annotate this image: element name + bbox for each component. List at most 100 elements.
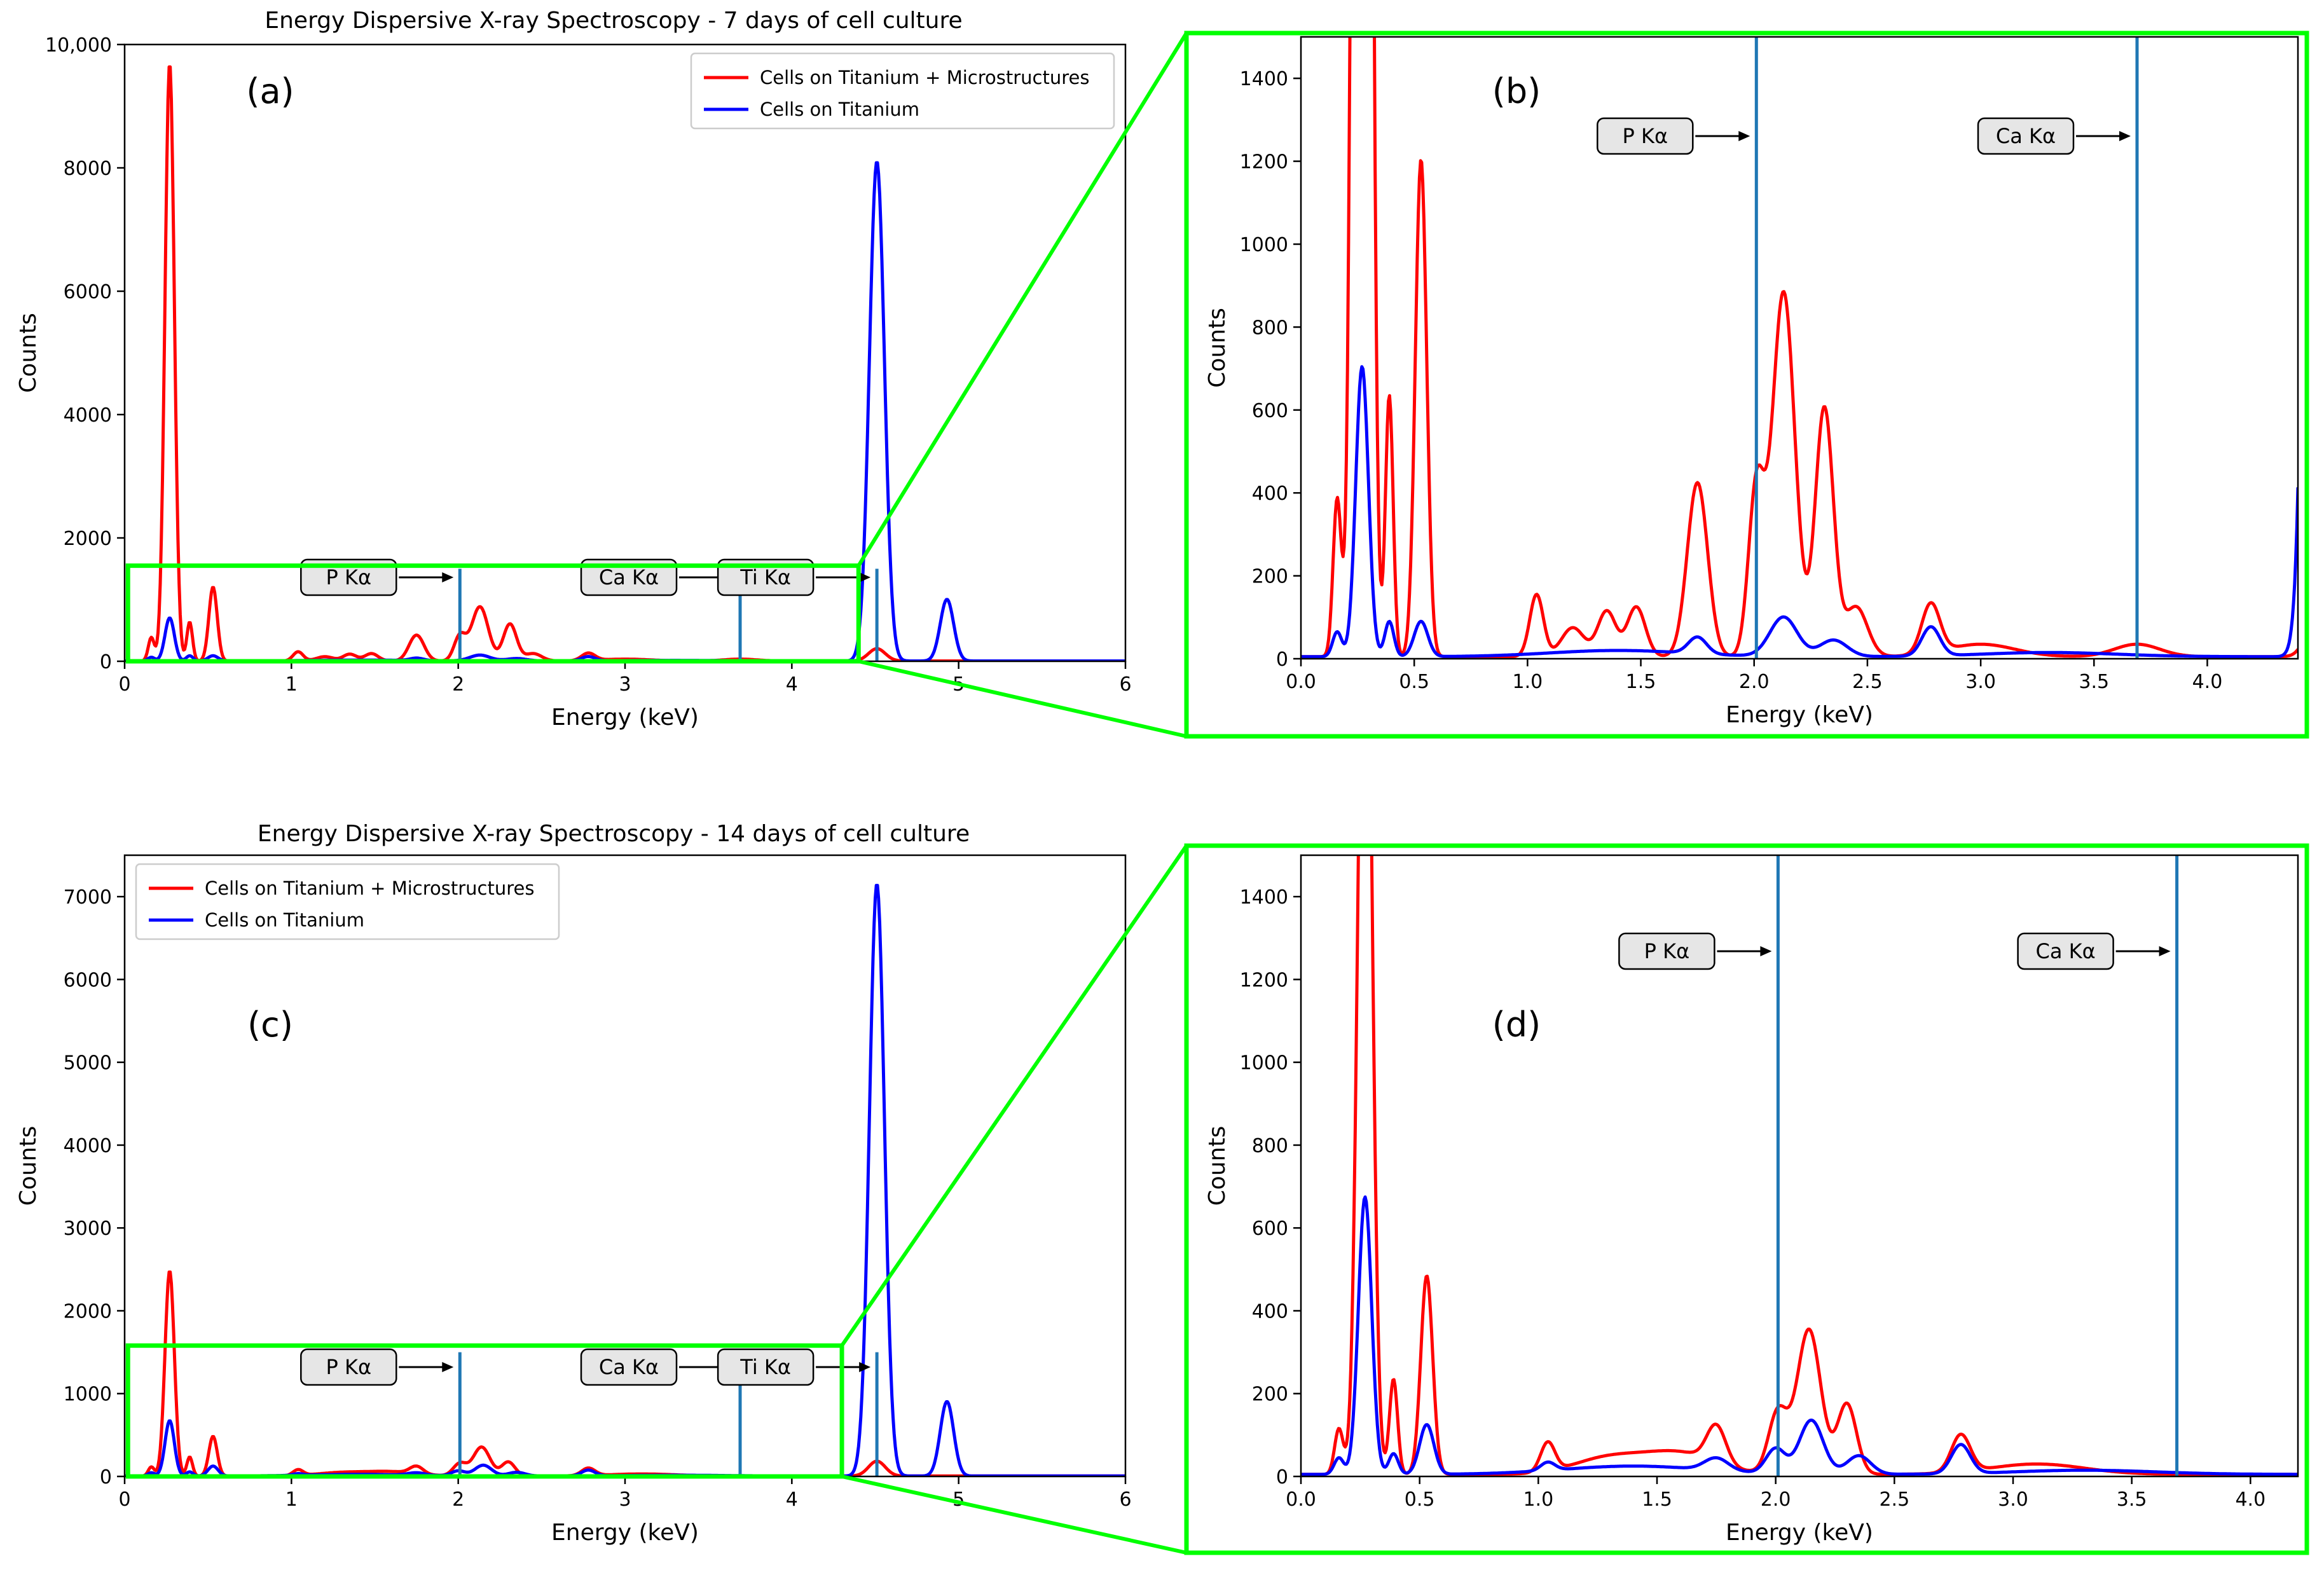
arrow-head [442,1362,454,1372]
x-tick-label: 1 [285,1489,298,1511]
zoom-connector [841,1475,1187,1555]
x-tick-label: 1.5 [1626,671,1656,693]
legend-entry: Cells on Titanium + Microstructures [760,67,1089,88]
x-tick-label: 2.0 [1761,1489,1791,1511]
x-axis-label: Energy (keV) [1726,1520,1873,1546]
y-tick-label: 1000 [1240,234,1288,256]
y-tick-label: 600 [1252,1218,1288,1240]
panel-label: (c) [247,1005,293,1045]
x-tick-label: 6 [1119,1489,1131,1511]
arrow-head [859,1362,871,1372]
legend-entry: Cells on Titanium + Microstructures [205,877,534,899]
x-tick-label: 1.5 [1642,1489,1672,1511]
panel-label: (d) [1492,1005,1541,1045]
y-tick-label: 5000 [64,1052,112,1075]
x-tick-label: 2 [452,1489,464,1511]
annotation-text: Ca Kα [599,565,659,589]
annotation-p: P Kα [300,558,454,596]
plot-area-d [1301,855,2298,1476]
y-axis-label: Counts [1204,308,1230,388]
annotation-ca: Ca Kα [580,1348,734,1386]
y-tick-label: 1400 [1240,68,1288,90]
panel-c: 0 1 2 3 4 5 6 0 1000 2000 3000 4000 5000 6000 7000 Ener… [15,854,1132,1546]
panel-label: (a) [246,71,294,111]
annotation-box [300,558,397,596]
y-axis-label: Counts [15,1126,41,1206]
y-tick-label: 1000 [1240,1052,1288,1075]
x-tick-label: 0.0 [1286,671,1316,693]
series-line-blue [1301,1195,2298,1476]
x-tick-label: 4 [786,1489,798,1511]
title-bottom: Energy Dispersive X-ray Spectroscopy - 1… [258,821,970,847]
series-line-blue [1301,365,2298,659]
x-axis-label: Energy (keV) [1726,702,1873,728]
y-tick-label: 0 [100,1466,112,1489]
zoom-connector [840,844,1188,1347]
y-tick-label: 200 [1252,566,1288,588]
x-tick-label: 3.5 [2079,671,2109,693]
panel-d: 0.0 0.5 1.0 1.5 2.0 2.5 3.0 3.5 4.0 0 200 400 600 800… [1184,843,2309,1555]
annotation-ca: Ca Kα [1977,117,2131,155]
y-tick-label: 0 [1276,649,1288,671]
y-tick-label: 6000 [64,969,112,991]
annotation-text: P Kα [326,565,372,589]
arrow-head [1760,946,1772,956]
title-top: Energy Dispersive X-ray Spectroscopy - 7… [265,8,962,34]
series-line-red [1301,37,2298,659]
legend-frame [690,52,1115,130]
annotation-text: Ca Kα [599,1355,659,1379]
annotation-ti: Ti Kα [717,558,871,596]
annotation-text: Ca Kα [2035,939,2095,963]
axes-frame [1300,854,2299,1478]
zoom-frame [1184,843,2309,1555]
annotation-box [717,558,815,596]
annotation-ca: Ca Kα [580,558,734,596]
x-axis-label: Energy (keV) [551,1520,699,1546]
x-tick-label: 2 [452,673,464,696]
annotation-box [1618,932,1715,970]
x-tick-label: 3 [619,1489,631,1511]
y-tick-label: 4000 [64,404,112,427]
zoom-connector [856,32,1188,567]
y-tick-label: 2000 [64,1300,112,1323]
annotation-box [580,558,678,596]
annotation-box [580,1348,678,1386]
y-tick-label: 1200 [1240,969,1288,991]
x-tick-label: 0 [118,1489,130,1511]
legend: Cells on Titanium + Microstructures Cells… [135,863,560,940]
y-tick-label: 1200 [1240,151,1288,174]
y-tick-label: 4000 [64,1135,112,1157]
annotation-text: Ca Kα [1996,124,2056,148]
zoom-frame [1184,31,2309,739]
x-tick-label: 2.5 [1852,671,1883,693]
x-tick-label: 1.0 [1523,1489,1553,1511]
arrow-head [2119,131,2131,141]
y-tick-label: 2000 [64,528,112,550]
x-tick-label: 0.5 [1399,671,1429,693]
x-tick-label: 0 [118,673,130,696]
annotation-box [1597,117,1694,155]
annotation-ca: Ca Kα [2017,932,2171,970]
annotation-text: P Kα [1623,124,1668,148]
y-tick-label: 1400 [1240,886,1288,909]
x-tick-label: 3.5 [2117,1489,2147,1511]
x-tick-label: 0.0 [1286,1489,1316,1511]
legend-frame [135,863,560,940]
x-tick-label: 3 [619,673,631,696]
x-tick-label: 1 [285,673,298,696]
x-axis-label: Energy (keV) [551,705,699,731]
arrow-head [859,572,871,582]
y-tick-label: 3000 [64,1218,112,1240]
x-tick-label: 4 [786,673,798,696]
series-line-red [1301,855,2298,1476]
plot-area-c [125,884,1125,1476]
x-tick-label: 3.0 [1998,1489,2028,1511]
y-tick-label: 1000 [64,1384,112,1406]
zoom-connector [858,659,1187,738]
annotation-ti: Ti Kα [717,1348,871,1386]
annotation-p: P Kα [1618,932,1772,970]
y-tick-label: 400 [1252,483,1288,505]
